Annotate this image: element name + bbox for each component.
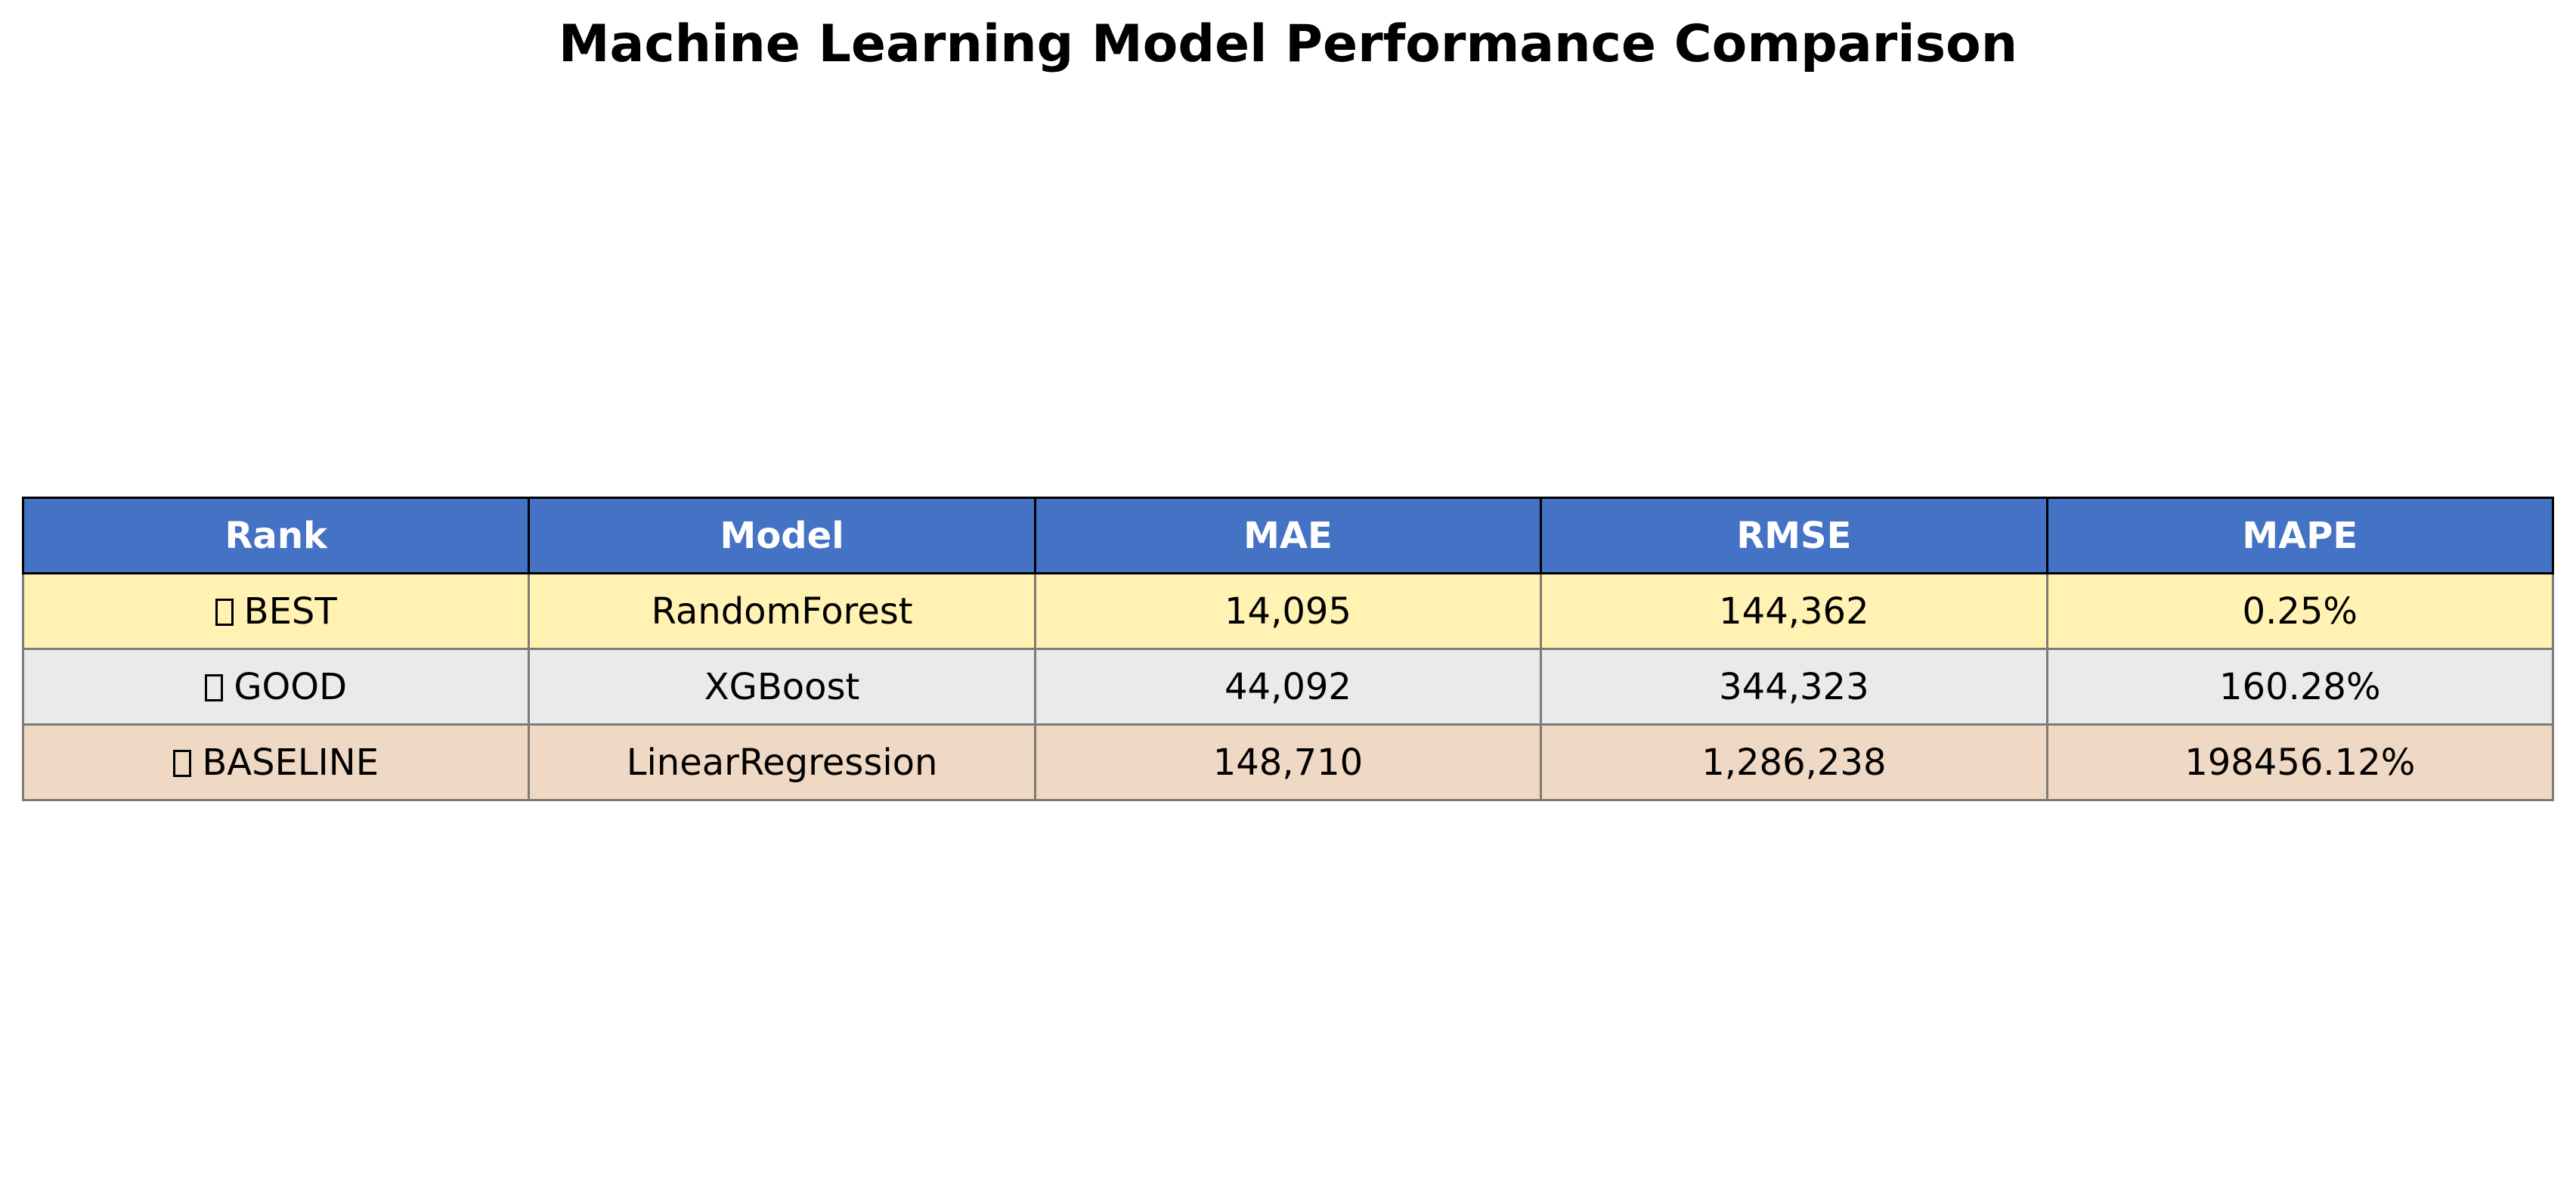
- model-cell: XGBoost: [528, 648, 1036, 726]
- rank-label: GOOD: [234, 665, 348, 708]
- header-rmse: RMSE: [1540, 497, 2048, 574]
- rmse-cell: 344,323: [1540, 648, 2048, 726]
- performance-table: Rank Model MAE RMSE MAPE BEST RandomFore…: [21, 497, 2555, 801]
- chart-title: Machine Learning Model Performance Compa…: [558, 14, 2018, 74]
- mape-cell: 198456.12%: [2045, 723, 2555, 801]
- header-mape: MAPE: [2045, 497, 2555, 574]
- medal-icon: [205, 673, 224, 701]
- rank-label: BASELINE: [202, 741, 379, 784]
- table-row: BASELINE LinearRegression 148,710 1,286,…: [21, 723, 2555, 801]
- rmse-cell: 144,362: [1540, 572, 2048, 650]
- mape-cell: 160.28%: [2045, 648, 2555, 726]
- table-row: GOOD XGBoost 44,092 344,323 160.28%: [21, 648, 2555, 726]
- model-cell: RandomForest: [528, 572, 1036, 650]
- table-row: BEST RandomForest 14,095 144,362 0.25%: [21, 572, 2555, 650]
- mape-cell: 0.25%: [2045, 572, 2555, 650]
- rank-cell: GOOD: [21, 648, 531, 726]
- header-rank: Rank: [21, 497, 531, 574]
- medal-icon: [173, 749, 192, 777]
- rank-label: BEST: [243, 590, 337, 633]
- rmse-cell: 1,286,238: [1540, 723, 2048, 801]
- mae-cell: 14,095: [1033, 572, 1543, 650]
- header-model: Model: [528, 497, 1036, 574]
- header-row: Rank Model MAE RMSE MAPE: [21, 497, 2555, 574]
- mae-cell: 148,710: [1033, 723, 1543, 801]
- rank-cell: BEST: [21, 572, 531, 650]
- model-cell: LinearRegression: [528, 723, 1036, 801]
- mae-cell: 44,092: [1033, 648, 1543, 726]
- medal-icon: [215, 598, 234, 626]
- header-mae: MAE: [1033, 497, 1543, 574]
- rank-cell: BASELINE: [21, 723, 531, 801]
